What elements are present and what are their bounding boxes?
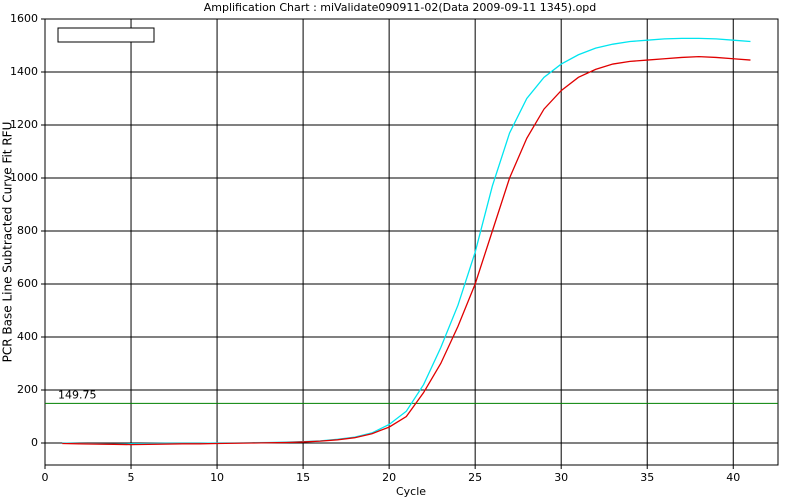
x-tick-label: 10 (210, 471, 224, 484)
series-line (62, 55, 751, 446)
y-tick-label: 1600 (10, 12, 38, 25)
x-tick-label: 20 (382, 471, 396, 484)
x-tick-label: 30 (554, 471, 568, 484)
y-tick-label: 1400 (10, 65, 38, 78)
threshold-label: 149.75 (58, 388, 97, 401)
x-tick-label: 35 (640, 471, 654, 484)
y-tick-label: 0 (31, 436, 38, 449)
x-tick-label: 40 (726, 471, 740, 484)
chart-title: Amplification Chart : miValidate090911-0… (204, 1, 597, 14)
y-tick-label: 1000 (10, 171, 38, 184)
x-tick-label: 15 (296, 471, 310, 484)
y-axis-label: PCR Base Line Subtracted Curve Fit RFU (1, 122, 15, 363)
x-tick-label: 0 (42, 471, 49, 484)
y-tick-label: 400 (17, 330, 38, 343)
x-axis-label: Cycle (396, 485, 426, 498)
x-tick-label: 25 (468, 471, 482, 484)
x-tick-label: 5 (128, 471, 135, 484)
y-tick-label: 800 (17, 224, 38, 237)
legend-box (57, 27, 155, 43)
plot-area (44, 18, 779, 466)
y-tick-label: 200 (17, 383, 38, 396)
y-tick-label: 1200 (10, 118, 38, 131)
y-tick-label: 600 (17, 277, 38, 290)
